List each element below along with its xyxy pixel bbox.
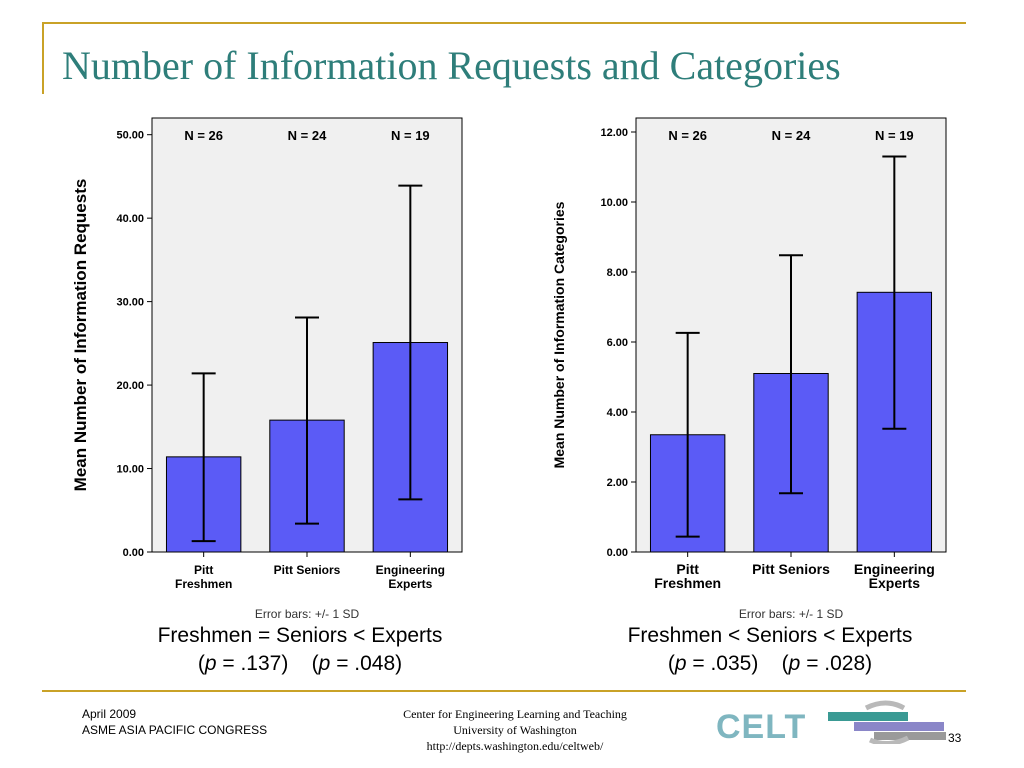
page-number: 33 [948,731,962,745]
right-category-label: Freshmen [654,575,721,591]
right-ytick-label: 4.00 [607,407,628,419]
right-ytick-label: 0.00 [607,547,628,559]
logo-bar-purple [854,722,944,731]
footer-event: ASME ASIA PACIFIC CONGRESS [82,723,268,737]
right-ytick-label: 12.00 [600,127,628,139]
caption-right-p2-value: = .028) [800,652,873,675]
caption-left-pvalues: (p = .137) (p = .048) [100,652,500,676]
footer-center-line3: http://depts.washington.edu/celtweb/ [426,739,604,753]
right-ytick-label: 6.00 [607,337,628,349]
caption-right: Freshmen < Seniors < Experts (p = .035) … [570,624,970,676]
slide-title: Number of Information Requests and Categ… [62,43,841,88]
footer-center-line2: University of Washington [453,723,577,737]
right-ytick-label: 2.00 [607,477,628,489]
right-n-label: N = 24 [772,128,811,143]
celt-logo: CELT [716,708,807,746]
caption-right-p1-value: = .035) [686,652,759,675]
left-ytick-label: 20.00 [116,380,144,392]
right-ytick-label: 8.00 [607,267,628,279]
right-ytick-label: 10.00 [600,197,628,209]
caption-left-summary: Freshmen = Seniors < Experts [157,624,443,647]
caption-left-p1-var: p [204,652,217,675]
logo-swirl [864,700,910,744]
footer-center: Center for Engineering Learning and Teac… [350,706,680,754]
footer-date: April 2009 [82,707,137,721]
right-n-label: N = 26 [668,128,707,143]
left-ytick-label: 40.00 [116,213,144,225]
logo-bar-gray [874,732,946,740]
right-category-label: Pitt [676,561,699,577]
right-category-label: Experts [869,575,921,591]
footer-rule [42,690,966,692]
caption-right-p1-open: ( [667,652,675,675]
left-ylabel: Mean Number of Information Requests [71,179,90,492]
logo-bar-teal [828,712,908,721]
footer-center-line1: Center for Engineering Learning and Teac… [403,707,627,721]
left-ytick-label: 10.00 [116,464,144,476]
left-error-note: Error bars: +/- 1 SD [255,607,360,621]
right-error-note: Error bars: +/- 1 SD [739,607,844,621]
left-ytick-label: 30.00 [116,297,144,309]
caption-right-p1-var: p [674,652,687,675]
left-category-label: Pitt [194,563,213,577]
left-n-label: N = 26 [184,128,223,143]
caption-right-summary: Freshmen < Seniors < Experts [627,624,913,647]
left-category-label: Engineering [376,563,445,577]
right-n-label: N = 19 [875,128,914,143]
header-rule [42,22,966,24]
header-side-rule [42,22,44,94]
right-category-label: Engineering [854,561,935,577]
left-category-label: Experts [388,577,432,591]
right-ylabel: Mean Number of Information Categories [551,201,567,468]
left-category-label: Pitt Seniors [274,563,341,577]
caption-left-p1-value: = .137) [216,652,289,675]
chart-information-requests: 0.00 10.00 20.00 30.00 40.00 50.00 Mean Number… [71,117,463,621]
caption-left-p2-open: ( [311,652,319,675]
left-n-label: N = 24 [288,128,327,143]
left-ytick-label: 0.00 [123,547,144,559]
caption-left-p1-open: ( [197,652,205,675]
caption-right-pvalues: (p = .035) (p = .028) [570,652,970,676]
right-category-label: Pitt Seniors [752,561,830,577]
left-category-label: Freshmen [175,577,232,591]
chart-information-categories: 0.00 2.00 4.00 6.00 8.00 10.00 12.00 Mean Numbe… [551,117,947,621]
caption-left-p2-value: = .048) [330,652,403,675]
left-ytick-label: 50.00 [116,130,144,142]
caption-left-p2-var: p [318,652,331,675]
celt-logo-graphic [828,700,946,744]
left-n-label: N = 19 [391,128,430,143]
caption-right-p2-var: p [788,652,801,675]
caption-right-p2-open: ( [781,652,789,675]
footer-left: April 2009 ASME ASIA PACIFIC CONGRESS [82,706,267,738]
caption-left: Freshmen = Seniors < Experts (p = .137) … [100,624,500,676]
